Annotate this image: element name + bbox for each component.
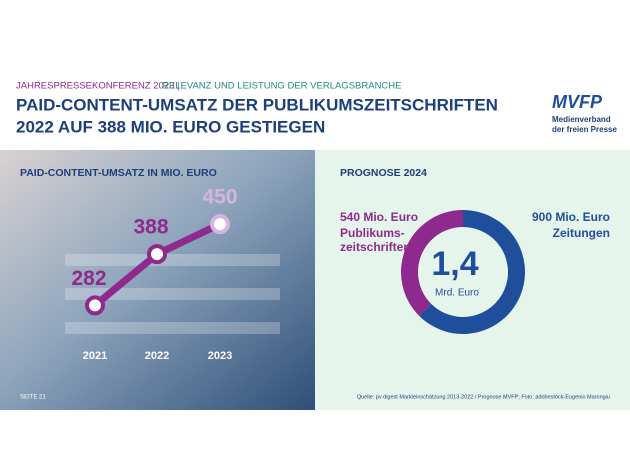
donut-segment — [419, 210, 526, 334]
center-label: 1,4 — [431, 245, 478, 283]
point — [85, 295, 105, 316]
chart-title: PAID-CONTENT-UMSATZ IN MIO. EURO — [20, 167, 217, 179]
value-label: 388 — [133, 216, 168, 239]
logo: MVFP — [552, 92, 603, 112]
title: 2022 AUF 388 MIO. EURO GESTIEGEN — [16, 117, 325, 136]
forecast-background — [315, 150, 630, 410]
logo-sub: Medienverband — [552, 115, 611, 124]
legend-label: Zeitungen — [552, 226, 610, 240]
page-number: SEITE 21 — [20, 395, 46, 401]
x-tick-label: 2021 — [83, 350, 107, 362]
value-label: 450 — [202, 186, 237, 209]
band — [65, 288, 280, 300]
chart-title: PROGNOSE 2024 — [340, 167, 427, 179]
topic: RELEVANZ UND LEISTUNG DER VERLAGSBRANCHE — [162, 81, 402, 92]
center-unit: Mrd. Euro — [435, 288, 479, 299]
event: JAHRESPRESSEKONFERENZ 2023 | — [16, 81, 180, 92]
legend-value: 540 Mio. Euro — [340, 210, 419, 224]
legend-value: 900 Mio. Euro — [531, 210, 610, 224]
point — [210, 214, 230, 235]
logo-sub: der freien Presse — [552, 125, 617, 134]
legend-label: Publikums- zeitschriften — [340, 226, 411, 254]
x-tick-label: 2023 — [208, 350, 232, 362]
source: Quelle: pv digest Marktein­schätzung 201… — [357, 394, 610, 400]
value-label: 282 — [71, 267, 106, 290]
photo-background — [0, 150, 315, 410]
band — [65, 254, 280, 266]
donut-segment — [401, 210, 463, 316]
band — [65, 322, 280, 334]
title: PAID-CONTENT-UMSATZ DER PUBLIKUMSZEITSCH… — [16, 95, 498, 114]
x-tick-label: 2022 — [145, 350, 169, 362]
point — [147, 244, 167, 265]
